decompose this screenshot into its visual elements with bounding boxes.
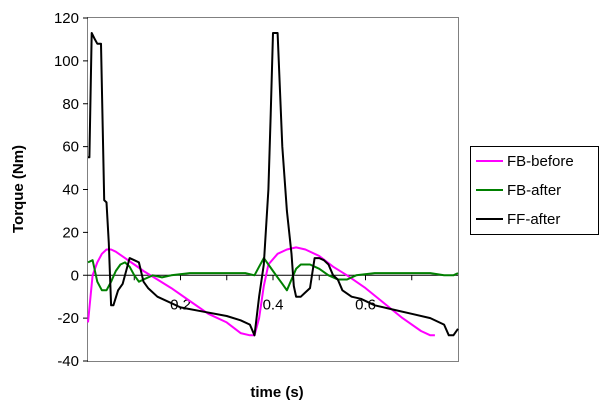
plot-area [87, 17, 459, 362]
y-tick-label: 80 [62, 96, 79, 113]
legend-label-ff-after: FF-after [507, 211, 560, 228]
legend-label-fb-after: FB-after [507, 182, 561, 199]
y-tick-label: 100 [54, 53, 79, 70]
y-tick-label: 120 [54, 10, 79, 27]
y-tick-label: 20 [62, 224, 79, 241]
series-layer [87, 32, 459, 337]
y-axis-title: Torque (Nm) [10, 145, 27, 233]
legend: FB-before FB-after FF-after [470, 146, 599, 235]
x-tick-label: 0.6 [355, 296, 376, 313]
series-line-fb-before [87, 246, 435, 337]
x-axis-title: time (s) [250, 384, 303, 401]
y-tick-label: 40 [62, 182, 79, 199]
series-line-fb-after [87, 257, 459, 292]
series-line-ff-after [88, 32, 459, 337]
y-tick-label: 0 [71, 267, 79, 284]
y-tick-label: 60 [62, 139, 79, 156]
y-tick-label: -20 [57, 310, 79, 327]
y-tick-label: -40 [57, 353, 79, 370]
legend-label-fb-before: FB-before [507, 153, 574, 170]
y-axis: -40 -20 0 20 40 60 80 100 120 [54, 10, 88, 370]
x-tick-label: 0.4 [263, 296, 284, 313]
